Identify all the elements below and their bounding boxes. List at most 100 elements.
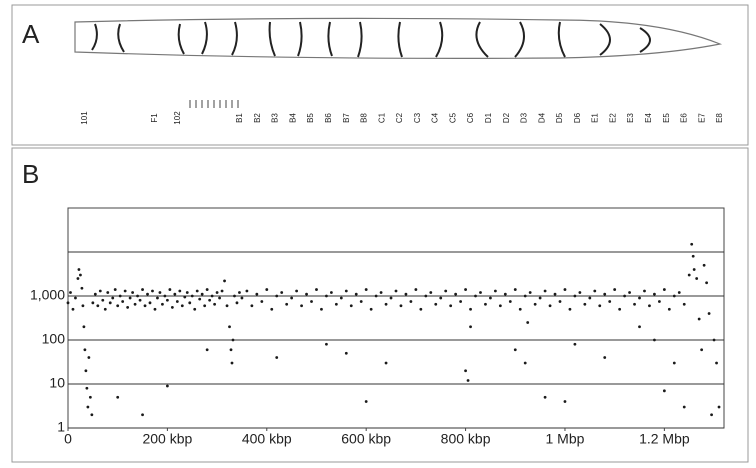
data-point bbox=[513, 348, 517, 352]
data-point bbox=[183, 295, 187, 299]
data-point bbox=[653, 338, 656, 342]
data-point bbox=[90, 413, 94, 417]
data-point bbox=[305, 292, 308, 296]
data-point bbox=[613, 288, 617, 291]
data-point bbox=[229, 348, 233, 352]
data-point bbox=[203, 304, 207, 308]
data-point bbox=[682, 405, 686, 409]
data-point bbox=[131, 291, 135, 294]
band-label: D4 bbox=[537, 112, 546, 123]
data-point bbox=[265, 288, 269, 291]
band-label: B1 bbox=[235, 113, 244, 123]
band-label: B8 bbox=[360, 113, 369, 123]
data-point bbox=[77, 268, 81, 271]
data-point bbox=[83, 348, 87, 352]
band-label: E2 bbox=[608, 113, 617, 123]
band-label: E3 bbox=[626, 113, 635, 123]
data-point bbox=[638, 325, 641, 329]
data-point bbox=[672, 294, 676, 298]
data-point bbox=[98, 289, 102, 293]
data-point bbox=[185, 291, 189, 294]
data-point bbox=[225, 304, 229, 308]
data-point bbox=[320, 307, 323, 311]
data-point bbox=[165, 384, 169, 388]
data-point bbox=[503, 292, 507, 296]
data-point bbox=[384, 361, 388, 365]
data-point bbox=[213, 302, 217, 306]
data-point bbox=[71, 307, 75, 311]
data-point bbox=[170, 306, 174, 309]
data-point bbox=[593, 289, 597, 293]
data-point bbox=[200, 292, 204, 296]
data-point bbox=[205, 348, 209, 352]
band-label: B7 bbox=[342, 113, 351, 123]
data-point bbox=[198, 297, 202, 301]
data-point bbox=[513, 288, 517, 291]
data-point bbox=[344, 351, 348, 355]
data-point bbox=[697, 317, 701, 321]
data-point bbox=[121, 300, 125, 303]
data-point bbox=[93, 292, 97, 296]
data-point bbox=[419, 307, 423, 311]
data-point bbox=[573, 342, 577, 346]
data-point bbox=[690, 242, 694, 246]
data-point bbox=[245, 289, 249, 293]
data-point bbox=[193, 307, 197, 311]
band-label: E8 bbox=[715, 113, 724, 123]
panel-label: A bbox=[22, 19, 40, 49]
band-label: E5 bbox=[662, 113, 671, 123]
data-point bbox=[568, 307, 572, 311]
data-point bbox=[255, 292, 259, 296]
data-point bbox=[66, 301, 70, 305]
data-point bbox=[85, 386, 89, 390]
data-point bbox=[691, 254, 695, 258]
data-point bbox=[82, 325, 86, 329]
data-point bbox=[389, 296, 393, 300]
y-tick-label: 10 bbox=[49, 375, 65, 391]
band-label: C1 bbox=[377, 112, 386, 123]
band-label: B6 bbox=[324, 113, 333, 123]
data-point bbox=[156, 296, 159, 300]
data-point bbox=[180, 304, 184, 308]
data-point bbox=[695, 277, 699, 280]
data-point bbox=[238, 291, 241, 294]
data-point bbox=[464, 288, 467, 291]
band-label: E6 bbox=[680, 113, 689, 123]
data-point bbox=[173, 292, 177, 296]
data-point bbox=[290, 296, 294, 300]
data-point bbox=[231, 338, 235, 342]
data-point bbox=[598, 304, 602, 308]
band-label: B3 bbox=[271, 113, 280, 123]
data-point bbox=[168, 288, 172, 291]
data-point bbox=[603, 292, 607, 296]
data-point bbox=[705, 281, 709, 285]
data-point bbox=[275, 356, 279, 359]
data-point bbox=[399, 304, 403, 308]
data-point bbox=[479, 291, 482, 294]
data-point bbox=[643, 289, 646, 293]
data-point bbox=[359, 300, 363, 303]
band-label: C3 bbox=[413, 112, 422, 123]
data-point bbox=[603, 356, 607, 359]
data-point bbox=[223, 279, 226, 283]
data-point bbox=[126, 306, 130, 309]
data-point bbox=[588, 296, 592, 300]
data-point bbox=[91, 301, 95, 305]
data-point bbox=[374, 294, 378, 298]
band-label: C6 bbox=[466, 112, 475, 123]
data-point bbox=[84, 369, 88, 373]
data-point bbox=[687, 273, 691, 277]
data-point bbox=[86, 405, 90, 409]
data-point bbox=[195, 289, 199, 293]
data-point bbox=[493, 289, 497, 293]
data-point bbox=[618, 307, 622, 311]
chromosome-drawing bbox=[74, 17, 723, 59]
data-point bbox=[454, 292, 458, 296]
band-label: D5 bbox=[555, 112, 564, 123]
data-point bbox=[208, 298, 212, 302]
band-label: C2 bbox=[395, 112, 404, 123]
data-point bbox=[146, 292, 149, 296]
data-point bbox=[334, 302, 338, 306]
data-point bbox=[409, 300, 413, 303]
